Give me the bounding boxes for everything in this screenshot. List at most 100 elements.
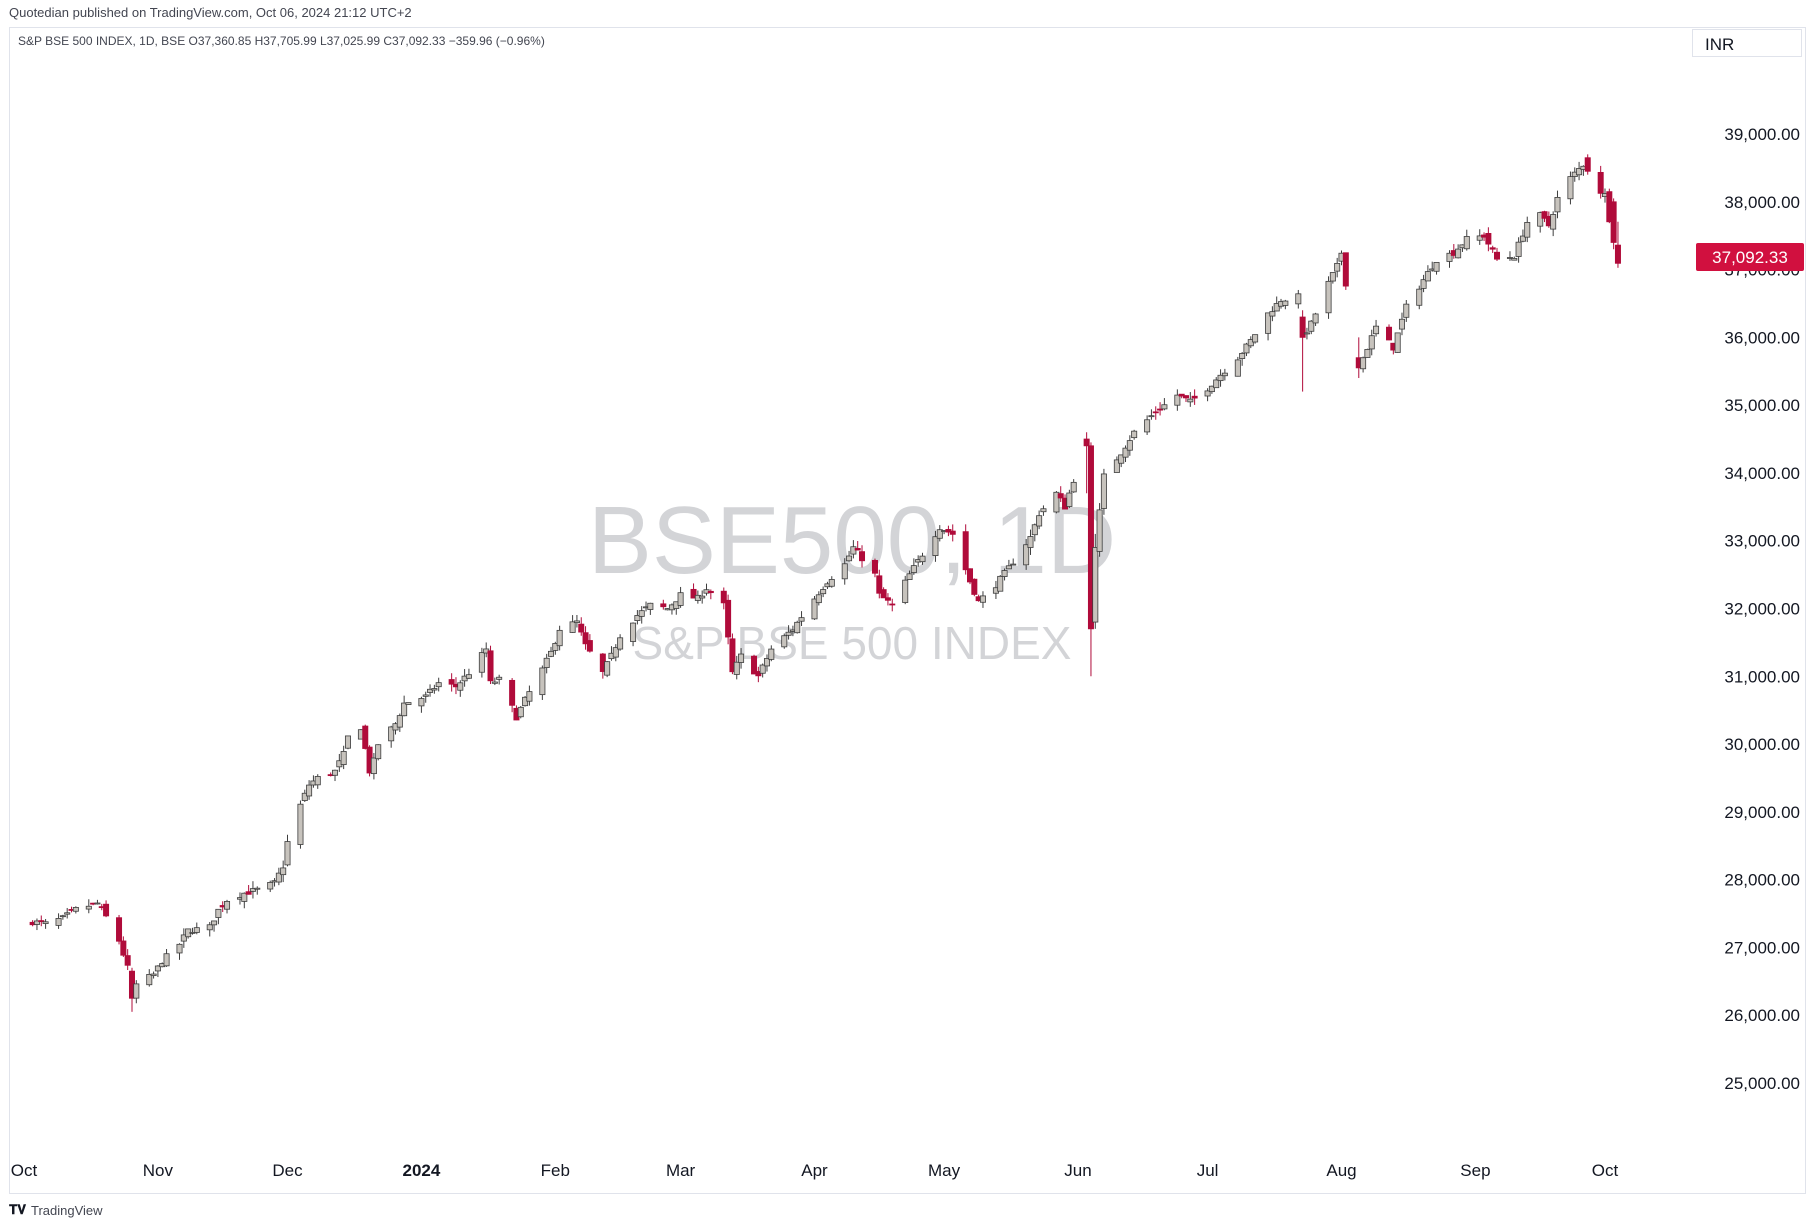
y-tick-label: 35,000.00 (1724, 396, 1800, 415)
time-axis[interactable]: Oct Nov Dec 2024 Feb Mar Apr May Jun Jul Aug Sep Oct (11, 1161, 1619, 1180)
candle-body (1455, 248, 1462, 259)
x-tick-label: Sep (1460, 1161, 1490, 1180)
candle-body (1398, 318, 1405, 330)
candle-body (1329, 272, 1336, 282)
candle-body (55, 918, 62, 926)
candle-body (124, 955, 131, 966)
symbol-watermark: BSE500, 1D S&P BSE 500 INDEX (588, 487, 1116, 669)
candle-body (1524, 222, 1531, 238)
candle-body (979, 595, 986, 603)
price-axis[interactable]: 25,000.00 26,000.00 27,000.00 28,000.00 29,0… (1724, 125, 1800, 1093)
candle-body (552, 643, 559, 651)
candle-body (1131, 430, 1138, 439)
candle-body (465, 674, 472, 679)
x-tick-label: Feb (541, 1161, 570, 1180)
candle-body (1489, 247, 1496, 250)
candle-body (396, 715, 403, 728)
candle-body (1252, 334, 1259, 343)
currency-label: INR (1705, 35, 1735, 54)
candle-body (224, 901, 231, 910)
candle-body (180, 934, 187, 942)
candle-body (1334, 262, 1341, 272)
candle-body (1515, 241, 1522, 257)
candle-body (1100, 473, 1107, 509)
candle-body (1208, 385, 1215, 393)
candle-body (1040, 508, 1047, 513)
candle-body (1273, 303, 1280, 312)
candle-body (539, 667, 546, 696)
candle-body (949, 530, 956, 535)
candle-body (889, 603, 896, 606)
candle-body (634, 615, 641, 621)
y-tick-label: 29,000.00 (1724, 803, 1800, 822)
y-tick-label: 30,000.00 (1724, 735, 1800, 754)
x-tick-label: 2024 (402, 1161, 440, 1180)
candle-body (401, 702, 408, 717)
candle-body (1519, 235, 1526, 242)
candle-body (1416, 288, 1423, 306)
candle-body (794, 621, 801, 634)
candle-body (1221, 372, 1228, 377)
x-tick-label: Dec (272, 1161, 303, 1180)
candle-body (906, 573, 913, 580)
candle-body (720, 590, 727, 604)
candle-body (1113, 459, 1120, 473)
tradingview-logo-icon: 𝐓𝐕 (9, 1203, 26, 1218)
candle-body (1360, 357, 1367, 370)
candle-body (59, 915, 66, 918)
candle-body (1066, 492, 1073, 507)
candle-body (245, 891, 252, 895)
candle-body (1174, 394, 1181, 406)
candle-body (241, 892, 248, 902)
candle-body (1148, 415, 1155, 418)
candle-body (332, 769, 339, 776)
candle-body (1122, 447, 1129, 458)
candle-body (176, 943, 183, 954)
candle-body (1494, 251, 1501, 260)
candle-body (72, 907, 79, 912)
candle-body (548, 650, 555, 657)
footer-branding: 𝐓𝐕 TradingView (9, 1203, 103, 1218)
candle-body (573, 620, 580, 624)
candle-body (314, 776, 321, 786)
candle-body (919, 555, 926, 563)
candle-body (738, 653, 745, 663)
candle-body (1243, 343, 1250, 354)
candle-body (785, 631, 792, 636)
candle-body (936, 529, 943, 539)
candle-body (254, 887, 261, 890)
candle-body (133, 983, 140, 999)
candle-body (1463, 236, 1470, 250)
watermark-symbol: BSE500, 1D (588, 487, 1116, 594)
candle-body (1567, 176, 1574, 200)
candle-body (1092, 547, 1099, 623)
x-tick-label: Oct (11, 1161, 38, 1180)
candle-body (1027, 536, 1034, 548)
candle-body (707, 590, 714, 594)
y-tick-label: 32,000.00 (1724, 600, 1800, 619)
x-tick-label: Aug (1326, 1161, 1356, 1180)
candle-body (1446, 252, 1453, 262)
candle-body (1005, 565, 1012, 570)
y-tick-label: 27,000.00 (1724, 938, 1800, 957)
y-tick-label: 26,000.00 (1724, 1006, 1800, 1025)
candle-body (638, 610, 645, 617)
candle-body (1247, 339, 1254, 347)
candle-body (1476, 235, 1483, 241)
candle-body (612, 647, 619, 658)
candle-body (284, 841, 291, 866)
candle-body (370, 757, 377, 775)
candle-body (828, 579, 835, 587)
candle-body (962, 531, 969, 571)
candle-body (1126, 440, 1133, 451)
candle-body (910, 565, 917, 573)
candle-body (1312, 313, 1319, 324)
y-tick-label: 25,000.00 (1724, 1074, 1800, 1093)
candle-body (1597, 171, 1604, 194)
candle-body (1269, 311, 1276, 317)
currency-selector[interactable]: INR (1692, 29, 1802, 57)
x-tick-label: Mar (666, 1161, 696, 1180)
candle-body (388, 726, 395, 742)
candle-body (120, 940, 127, 956)
